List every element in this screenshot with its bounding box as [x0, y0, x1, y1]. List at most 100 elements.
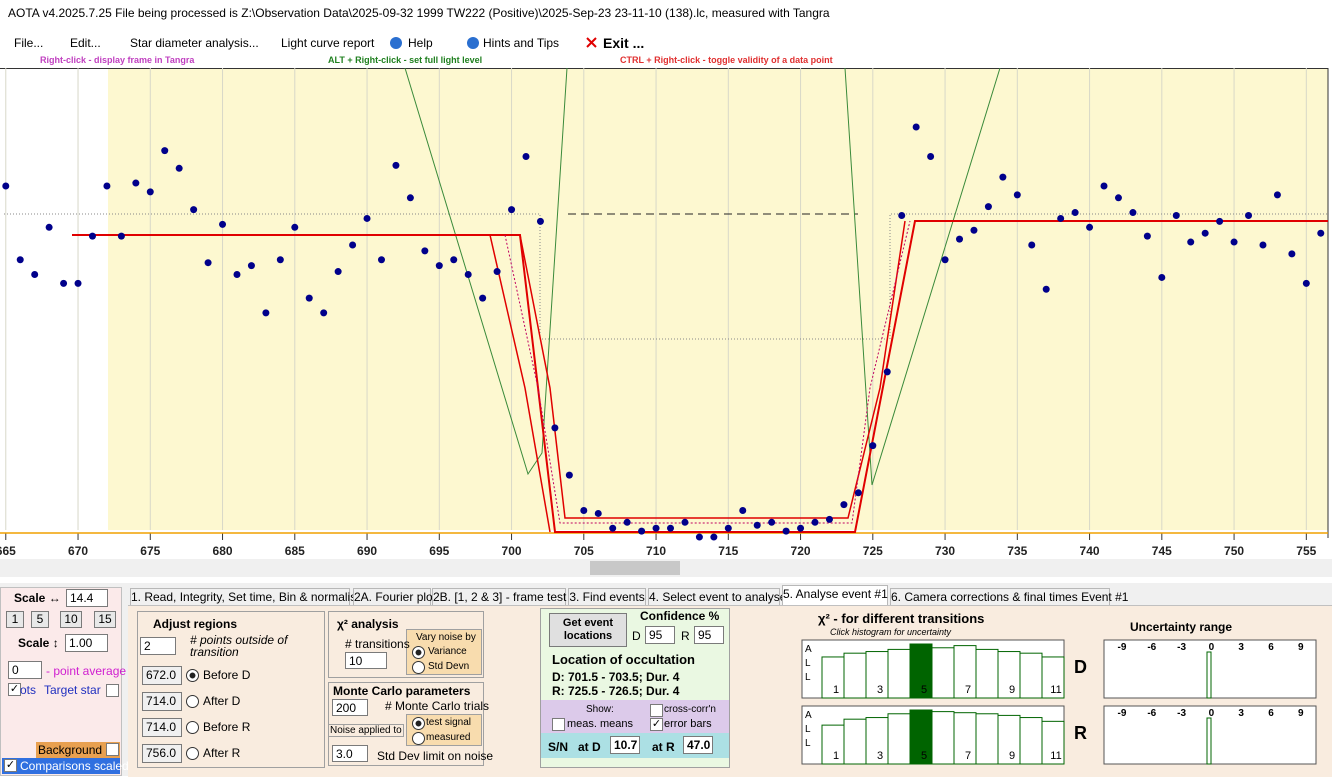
radio[interactable]: [412, 732, 425, 745]
input-value: 672.0: [146, 668, 177, 682]
data-point: [1042, 285, 1050, 293]
checkbox[interactable]: [106, 743, 119, 756]
all-letter: L: [805, 658, 811, 669]
input-box[interactable]: 756.0: [142, 744, 182, 763]
data-point: [768, 518, 776, 526]
checkbox[interactable]: [552, 718, 565, 731]
menu-item[interactable]: File...: [14, 36, 44, 50]
uncertainty-tick: -3: [1177, 642, 1187, 653]
scale-input[interactable]: 1.00: [65, 634, 108, 652]
input-box[interactable]: 10.7: [610, 736, 640, 754]
uncertainty-tick: -6: [1147, 642, 1157, 653]
scroll-thumb[interactable]: [590, 561, 680, 575]
radio[interactable]: [412, 717, 425, 730]
d-location: D: 701.5 - 703.5; Dur. 4: [552, 670, 680, 684]
region-label[interactable]: Before D: [203, 668, 251, 682]
data-point: [652, 524, 660, 532]
radio[interactable]: [412, 646, 425, 659]
checkbox[interactable]: [650, 704, 663, 717]
data-point: [60, 279, 68, 287]
all-letter: L: [805, 672, 811, 683]
input-box[interactable]: 200: [332, 699, 368, 716]
menu-item[interactable]: Edit...: [70, 36, 101, 50]
data-point: [1230, 238, 1238, 246]
x-tick-label: 720: [791, 544, 811, 558]
tab-label: 3. Find events: [569, 590, 645, 604]
scale-button[interactable]: 15: [94, 611, 116, 628]
uncertainty-tick: 0: [1208, 642, 1215, 653]
menu-item[interactable]: Help: [408, 36, 433, 50]
option[interactable]: measured: [426, 732, 471, 743]
radio[interactable]: [186, 695, 199, 708]
scale-button[interactable]: 10: [60, 611, 82, 628]
target-star: Target star: [44, 683, 101, 697]
tab[interactable]: 6. Camera corrections & final times Even…: [890, 588, 1128, 605]
data-point: [291, 223, 299, 231]
option[interactable]: test signal: [426, 717, 472, 728]
menu-item[interactable]: Exit ...: [603, 35, 645, 51]
input-box[interactable]: 672.0: [142, 666, 182, 685]
data-point: [406, 194, 414, 202]
input-box[interactable]: 10: [345, 652, 387, 669]
checkbox[interactable]: [106, 684, 119, 697]
input-value: 756.0: [146, 746, 177, 760]
radio[interactable]: [186, 747, 199, 760]
input-box[interactable]: 3.0: [332, 745, 368, 762]
tab[interactable]: 3. Find events: [568, 588, 646, 605]
data-point: [233, 271, 241, 278]
checkbox[interactable]: ✓: [4, 759, 17, 772]
input-value: 714.0: [146, 720, 177, 734]
data-point: [204, 259, 212, 267]
data-point: [493, 268, 501, 276]
menu-item[interactable]: Hints and Tips: [483, 36, 560, 50]
checkbox[interactable]: ✓: [8, 683, 21, 696]
point-avg-input[interactable]: 0: [8, 661, 42, 679]
group-title: Adjust regions: [153, 617, 238, 631]
input-box[interactable]: 47.0: [683, 736, 713, 754]
input-box[interactable]: 714.0: [142, 692, 182, 711]
data-point: [898, 212, 906, 219]
label: Vary noise by: [416, 632, 476, 643]
data-point: [551, 424, 559, 432]
histogram-bar: [1041, 720, 1065, 765]
x-tick-label: 715: [718, 544, 738, 558]
tab[interactable]: 4. Select event to analyse: [648, 588, 786, 605]
bar-label: 7: [964, 750, 972, 762]
region-label[interactable]: After D: [203, 694, 241, 708]
scale-input[interactable]: 14.4: [66, 589, 108, 607]
x-tick-label: 675: [140, 544, 160, 558]
bar-label: 3: [876, 684, 884, 696]
scale-button[interactable]: 1: [6, 611, 24, 628]
tab-label: 2B. [1, 2 & 3] - frame test: [433, 590, 567, 604]
scale-button[interactable]: 5: [31, 611, 49, 628]
tab[interactable]: 2B. [1, 2 & 3] - frame test: [432, 588, 566, 605]
uncertainty-tick: 9: [1298, 642, 1304, 653]
x-tick-label: 725: [863, 544, 883, 558]
input-box[interactable]: 714.0: [142, 718, 182, 737]
menu-item[interactable]: Star diameter analysis...: [130, 36, 259, 50]
input-box[interactable]: 95: [645, 626, 675, 644]
radio[interactable]: [186, 669, 199, 682]
data-point: [349, 241, 357, 249]
get-event-button[interactable]: Get event locations: [549, 613, 627, 647]
option[interactable]: Std Devn: [428, 661, 470, 672]
label: R: [681, 629, 690, 643]
region-label[interactable]: After R: [203, 746, 241, 760]
bar-label: 9: [1008, 684, 1016, 696]
option[interactable]: Variance: [428, 646, 467, 657]
scrollbar[interactable]: [0, 559, 1332, 577]
region-label[interactable]: Before R: [203, 720, 251, 734]
checkbox[interactable]: ✓: [650, 718, 663, 731]
data-point: [31, 271, 39, 278]
tab[interactable]: 2A. Fourier plot: [353, 588, 436, 605]
radio[interactable]: [186, 721, 199, 734]
tab[interactable]: 1. Read, Integrity, Set time, Bin & norm…: [130, 588, 363, 605]
data-point: [927, 153, 935, 160]
input-box[interactable]: 95: [694, 626, 724, 644]
data-point: [883, 368, 891, 376]
tab[interactable]: 5. Analyse event #1: [782, 585, 888, 605]
adjust-regions-group: [137, 611, 325, 768]
radio[interactable]: [412, 661, 425, 674]
points-input[interactable]: 2: [140, 637, 176, 655]
menu-item[interactable]: Light curve report: [281, 36, 375, 50]
